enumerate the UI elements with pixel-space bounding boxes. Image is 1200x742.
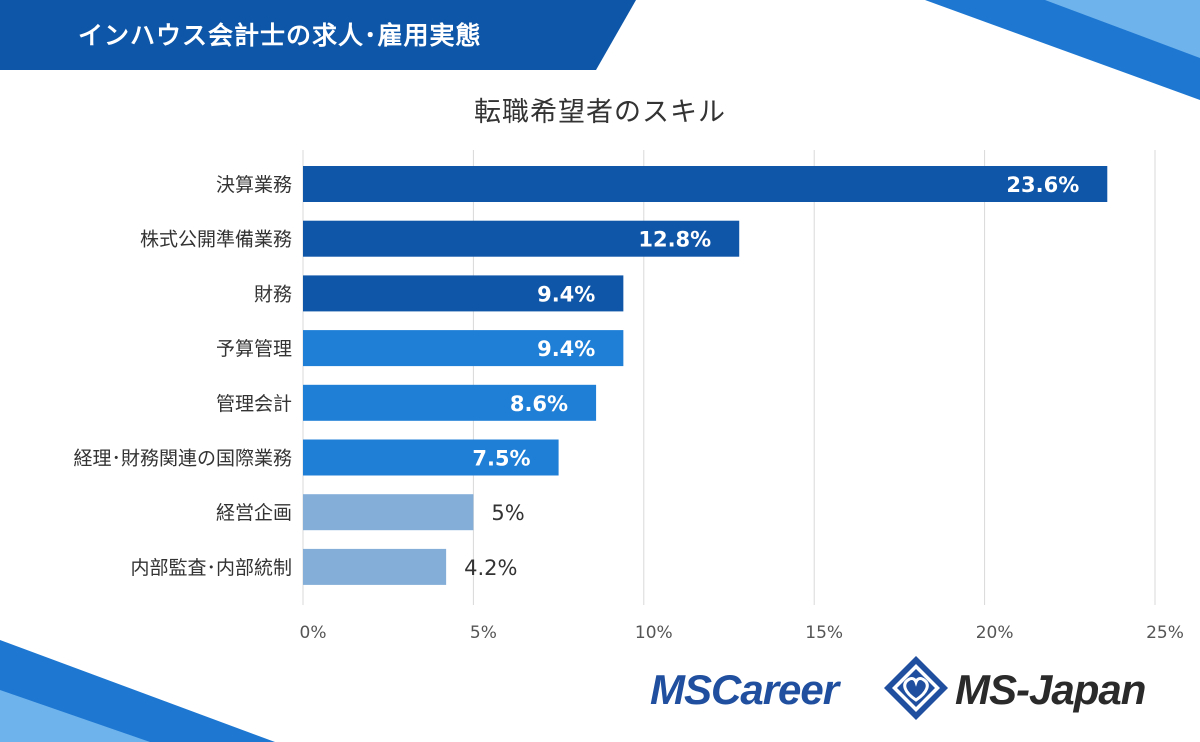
- bar: [303, 384, 597, 421]
- category-label: 株式公開準備業務: [140, 229, 292, 251]
- x-tick-label: 0%: [300, 623, 327, 643]
- plot-area: 0% 5% 10% 15% 20% 25% 決算業務 23.6% 株式公開準備業務 12.8% 財務…: [73, 150, 1184, 643]
- x-tick-label: 20%: [976, 623, 1014, 643]
- category-label: 管理会計: [216, 393, 292, 415]
- category-label: 予算管理: [216, 338, 292, 360]
- data-label: 4.2%: [464, 556, 517, 580]
- logo-area: MSCareer MS-Japan: [650, 650, 1170, 730]
- corner-stripe-bottom-left-light: [0, 690, 150, 742]
- data-label: 5%: [491, 501, 524, 525]
- data-label: 9.4%: [537, 282, 595, 306]
- data-label: 9.4%: [537, 337, 595, 361]
- category-label: 内部監査･内部統制: [130, 557, 292, 579]
- bar: [303, 494, 474, 531]
- category-label: 財務: [254, 283, 292, 305]
- data-label: 7.5%: [472, 447, 530, 471]
- msjapan-logo: MS-Japan: [955, 666, 1146, 713]
- bar: [303, 330, 624, 367]
- category-label: 経理･財務関連の国際業務: [73, 448, 292, 470]
- x-tick-label: 15%: [805, 623, 843, 643]
- mscareer-logo: MSCareer: [650, 666, 839, 713]
- corner-stripe-top-right-light: [1045, 0, 1200, 58]
- bar: [303, 439, 559, 476]
- category-label: 決算業務: [216, 174, 292, 196]
- page-header-title: インハウス会計士の求人･雇用実態: [78, 21, 482, 50]
- bar: [303, 548, 447, 585]
- bar: [303, 220, 740, 257]
- header-banner: [0, 0, 636, 70]
- data-label: 12.8%: [638, 228, 711, 252]
- data-label: 8.6%: [510, 392, 568, 416]
- chart-title: 転職希望者のスキル: [474, 97, 726, 128]
- x-tick-label: 25%: [1146, 623, 1184, 643]
- category-label: 経営企画: [216, 502, 292, 524]
- bar: [303, 275, 624, 312]
- bar: [303, 166, 1108, 202]
- data-label: 23.6%: [1006, 173, 1079, 197]
- x-tick-label: 10%: [635, 623, 673, 643]
- x-tick-label: 5%: [470, 623, 497, 643]
- heart-diamond-icon: [884, 656, 948, 720]
